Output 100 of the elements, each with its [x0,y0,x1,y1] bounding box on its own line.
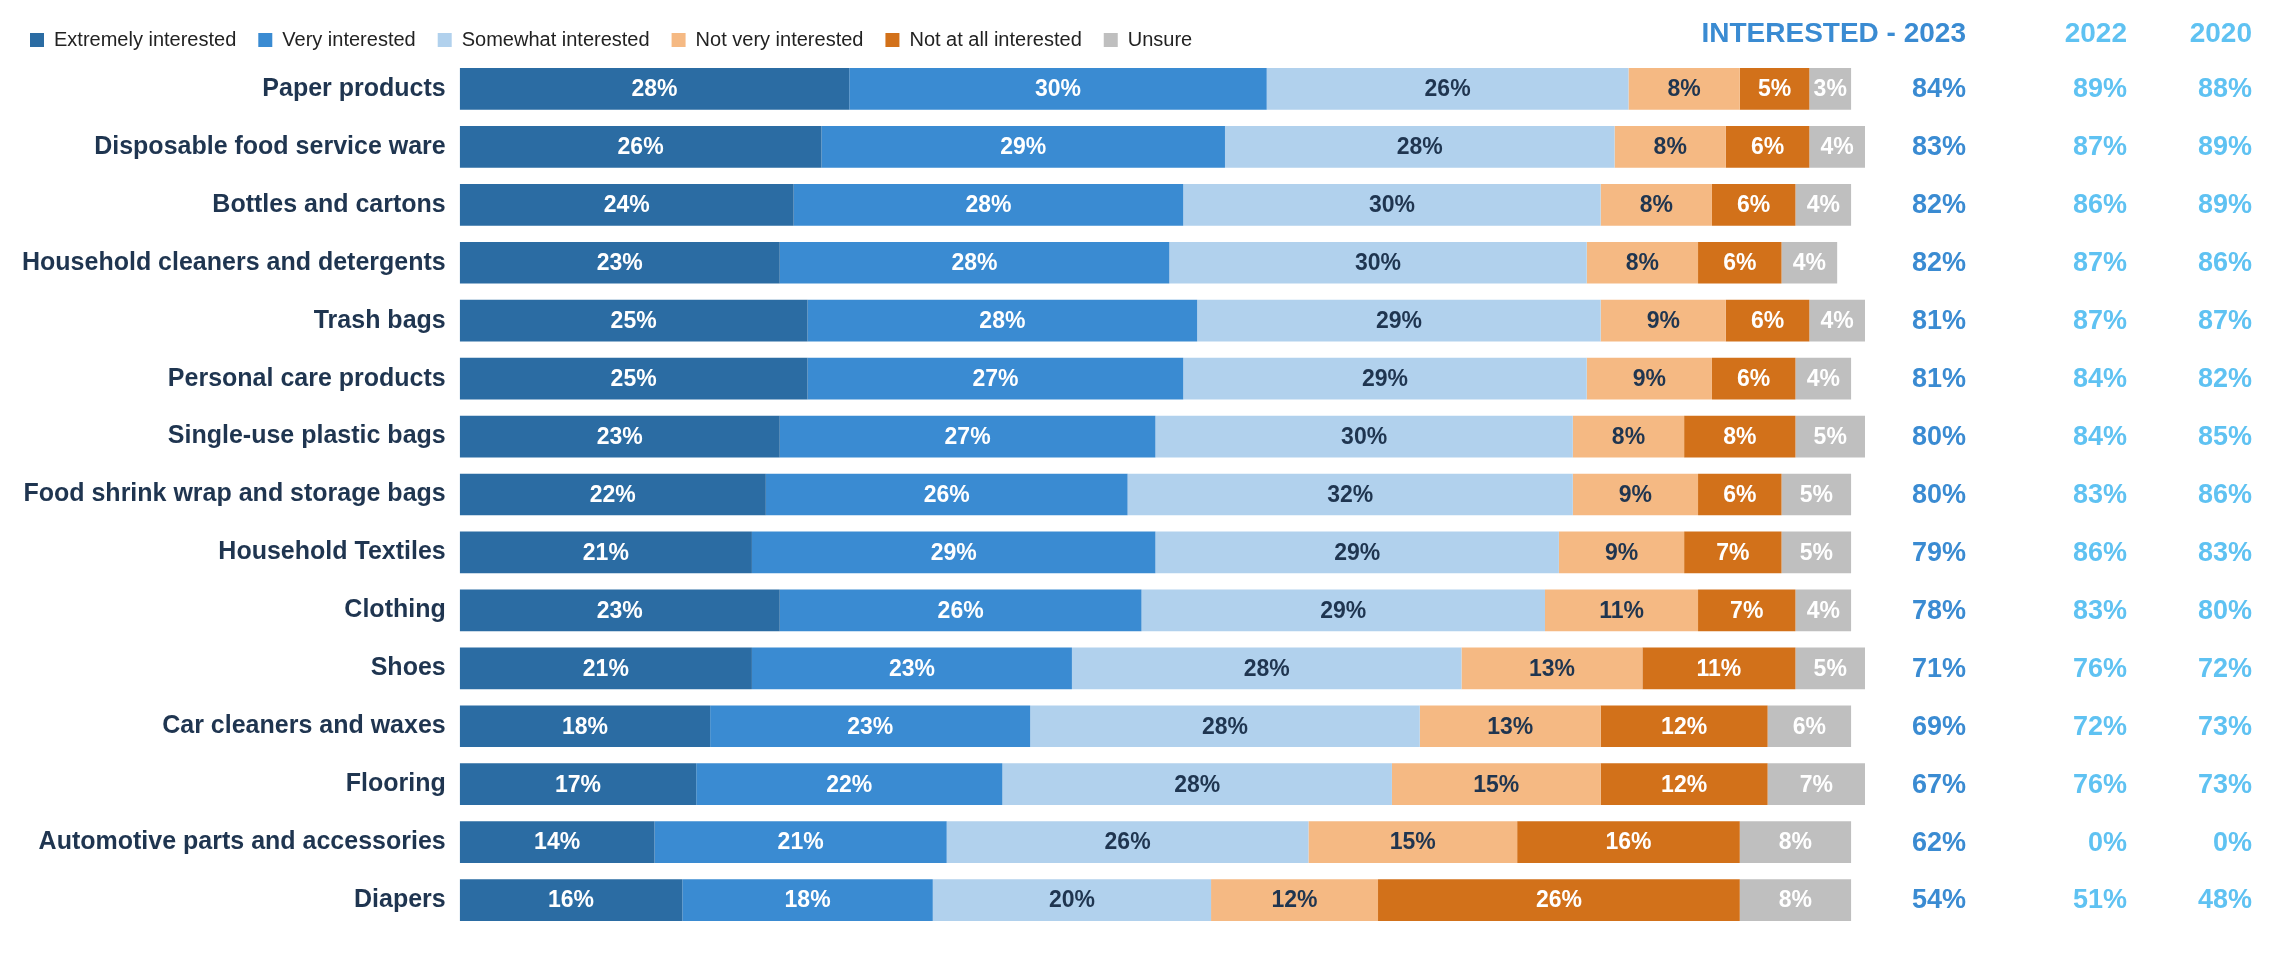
data-label: 9% [1618,480,1653,507]
bar [1739,879,1852,921]
bar [1586,357,1712,400]
bar [1628,68,1740,110]
y-tick-label: Car cleaners and waxes [162,710,446,739]
data-label: 4% [1820,133,1854,160]
bar [1642,647,1796,690]
data-label: 12% [1661,770,1708,797]
text: 80% [1911,478,1966,509]
bar [1169,241,1587,284]
data-label: 26% [617,133,664,160]
data-label: 11% [1599,596,1644,623]
data-label: 29% [1320,596,1367,623]
data-label: 29% [930,538,977,565]
data-label: 13% [1487,712,1534,739]
data-label: 25% [610,364,657,391]
data-label: 8% [1625,249,1660,276]
y-tick-label: Single-use plastic bags [167,420,446,449]
data-label: 24% [603,191,650,218]
text: INTERESTED - 2023 [1701,16,1966,48]
bar [1266,68,1629,110]
data-label: 6% [1723,480,1757,507]
bar [1419,705,1601,748]
text: 2020 [2189,16,2252,48]
text: 86% [2197,478,2252,509]
y-tick-label: Food shrink wrap and storage bags [23,478,446,507]
y-tick-label: Flooring [345,768,446,797]
text: 82% [2197,363,2252,394]
data-label: 23% [596,249,643,276]
data-label: 14% [534,828,581,855]
data-label: 23% [847,712,894,739]
data-label: 30% [1355,249,1402,276]
bar [1767,705,1852,748]
text: 67% [1911,768,1966,799]
data-label: 7% [1716,538,1750,565]
bar [1725,126,1810,168]
data-label: 12% [1271,886,1318,913]
data-label: 25% [610,307,657,334]
text: 87% [2072,131,2127,162]
text: 48% [2197,884,2252,915]
data-label: 26% [1535,886,1582,913]
bar [946,821,1309,863]
text: 69% [1911,710,1966,741]
bar [1600,705,1768,748]
text: 51% [2072,884,2127,915]
bar [1517,821,1740,863]
y-tick-label: Clothing [344,594,446,623]
data-label: 5% [1799,480,1833,507]
data-label: 5% [1757,75,1792,102]
bar [710,705,1031,748]
data-label: 6% [1750,133,1785,160]
data-label: 4% [1792,249,1826,276]
bar [459,415,780,458]
bar [1767,763,1865,806]
bar [1155,531,1559,574]
text: 84% [2072,363,2127,394]
bar [1711,183,1796,226]
data-label: 16% [548,886,595,913]
text: 89% [2197,189,2252,220]
y-tick-label: Paper products [262,72,446,101]
text: 81% [1911,305,1966,336]
legend-label: Very interested [282,27,416,50]
data-label: 5% [1813,422,1847,449]
data-label: 16% [1605,828,1652,855]
text: 76% [2072,652,2127,683]
text: 73% [2197,710,2252,741]
bar [1586,241,1699,284]
data-label: 23% [596,422,643,449]
data-label: 12% [1661,712,1708,739]
data-label: 11% [1696,654,1742,681]
text: 79% [1911,536,1966,567]
text: 0% [2087,826,2127,857]
text: 86% [2072,189,2127,220]
data-label: 6% [1737,191,1771,218]
text: 87% [2197,305,2252,336]
data-label: 29% [1361,364,1408,391]
data-label: 28% [631,75,678,102]
y-tick-label: Diapers [354,883,446,912]
data-label: 9% [1632,364,1666,391]
bar [1600,299,1726,342]
text: 2022 [2064,16,2127,48]
data-label: 4% [1806,191,1840,218]
text: 72% [2072,710,2127,741]
text: 81% [1911,363,1966,394]
bar [1544,589,1699,632]
text: 89% [2197,131,2252,162]
bar [1698,589,1796,632]
data-label: 4% [1820,307,1854,334]
data-label: 8% [1723,422,1757,449]
bar [1684,415,1796,458]
bar [1071,647,1462,690]
y-tick-label: Bottles and cartons [212,188,446,217]
bar [779,415,1156,458]
bar [1739,821,1852,863]
bar [1725,299,1810,342]
data-label: 5% [1813,654,1847,681]
bar [751,531,1156,574]
y-tick-label: Personal care products [167,362,446,391]
data-label: 29% [1375,307,1422,334]
data-label: 28% [1243,654,1290,681]
